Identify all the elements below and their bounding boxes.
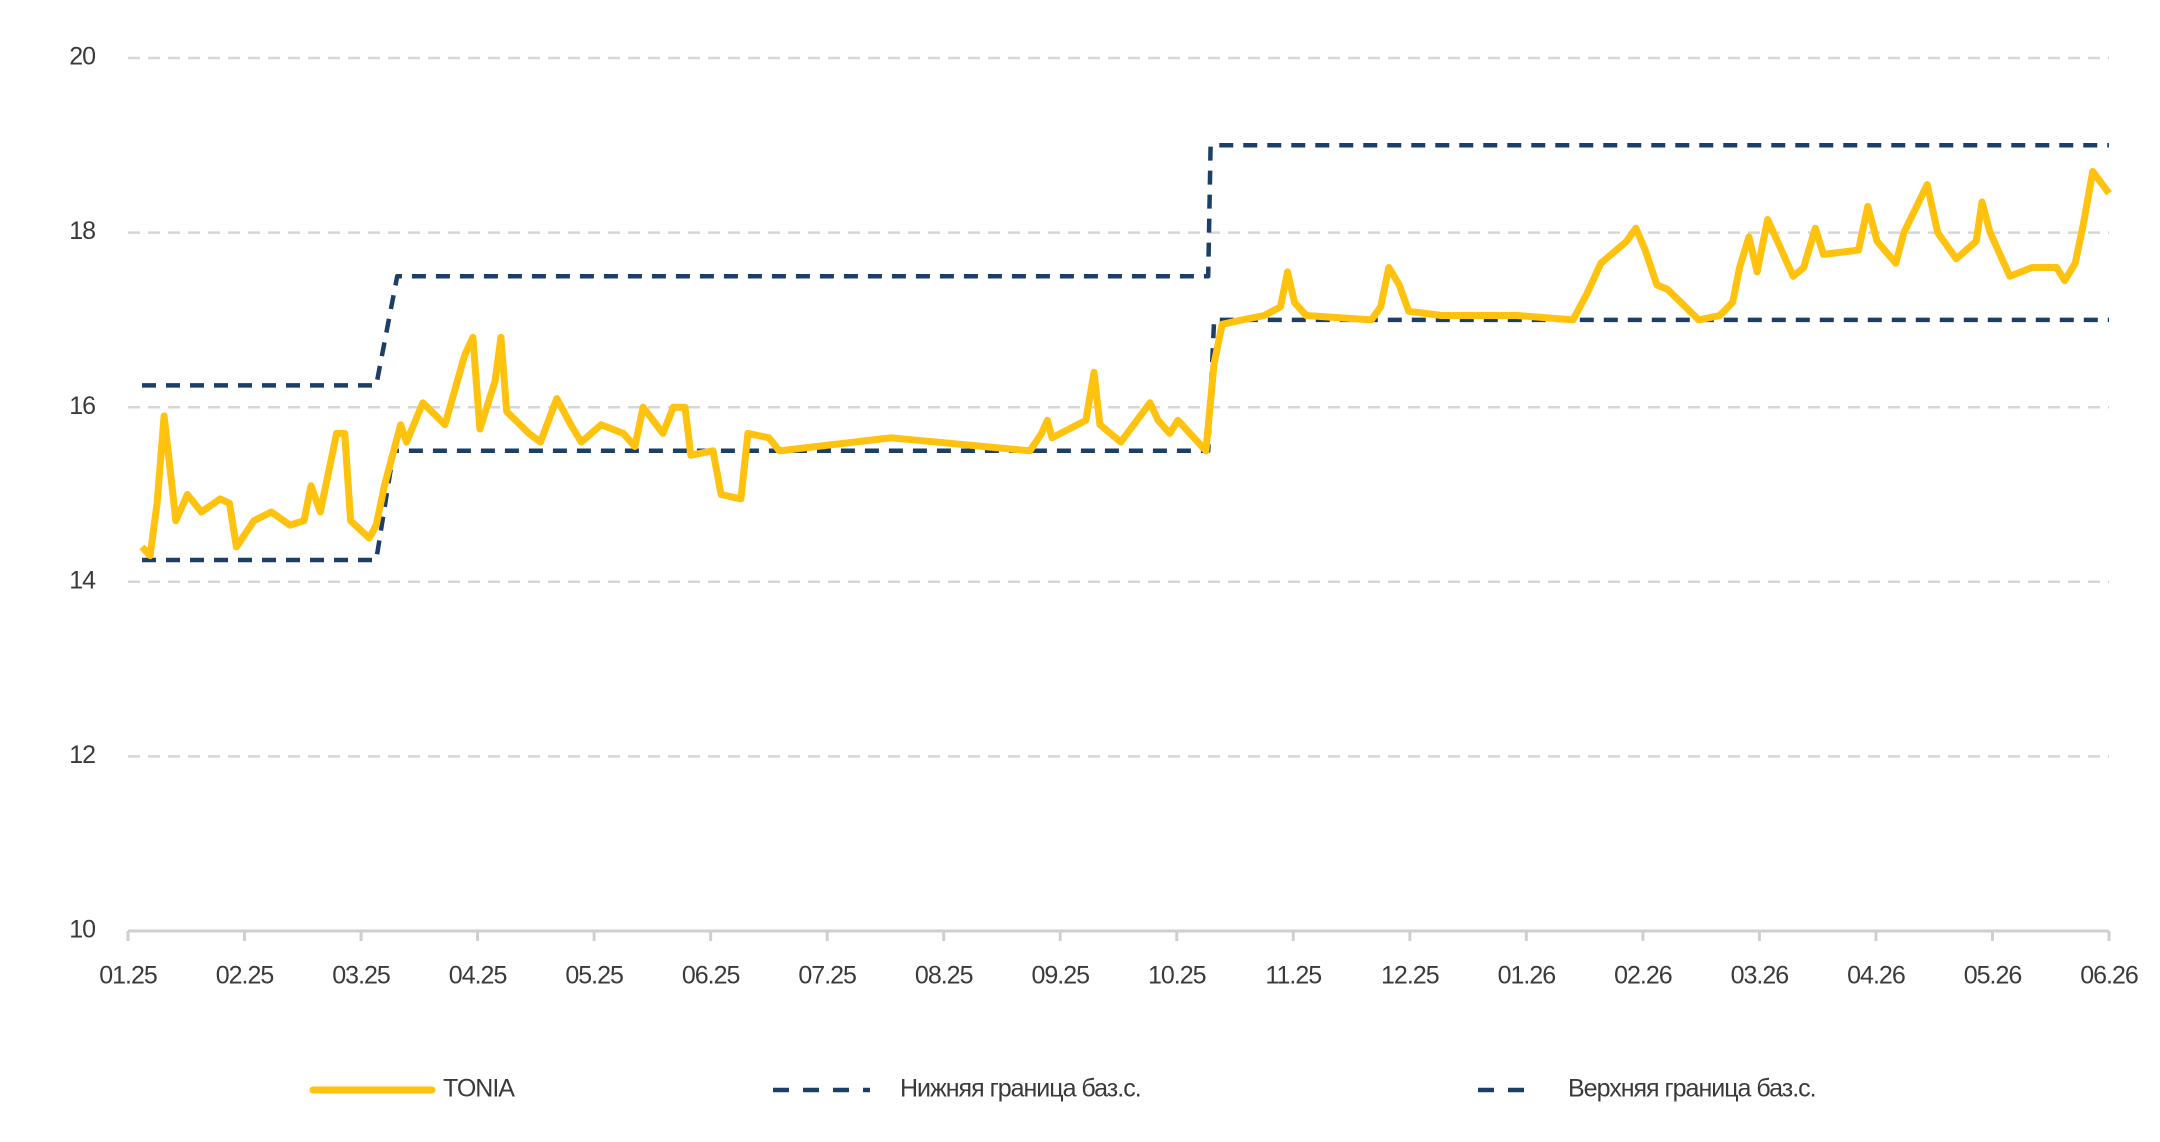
y-tick-label: 16 (69, 392, 95, 420)
legend-label: TONIA (443, 1075, 515, 1103)
x-tick-label: 05.26 (1964, 962, 2022, 990)
y-tick-label: 18 (69, 217, 95, 245)
x-tick-label: 03.26 (1731, 962, 1789, 990)
x-tick-label: 11.25 (1265, 962, 1321, 990)
y-tick-label: 20 (69, 43, 95, 71)
y-tick-label: 10 (69, 916, 95, 944)
x-tick-label: 06.25 (682, 962, 740, 990)
line-2 (142, 143, 2109, 388)
x-tick-label: 07.25 (798, 962, 856, 990)
x-tick-label: 02.26 (1614, 962, 1672, 990)
x-tick-label: 01.25 (99, 962, 157, 990)
line-0 (139, 168, 2112, 560)
x-tick-label: 08.25 (915, 962, 973, 990)
x-tick-label: 04.26 (1847, 962, 1905, 990)
x-tick-label: 12.25 (1381, 962, 1439, 990)
x-tick-label: 05.25 (565, 962, 623, 990)
x-tick-label: 10.25 (1148, 962, 1206, 990)
x-tick-label: 01.26 (1498, 962, 1556, 990)
x-tick-label: 04.25 (449, 962, 507, 990)
x-tick-label: 09.25 (1031, 962, 1089, 990)
x-tick-label: 02.25 (216, 962, 274, 990)
x-tick-label: 06.26 (2080, 962, 2138, 990)
y-tick-label: 12 (69, 741, 95, 769)
x-tick-label: 03.25 (332, 962, 390, 990)
legend-label: Верхняя граница баз.с. (1568, 1075, 1816, 1103)
legend-label: Нижняя граница баз.с. (900, 1075, 1141, 1103)
y-tick-label: 14 (69, 566, 96, 594)
